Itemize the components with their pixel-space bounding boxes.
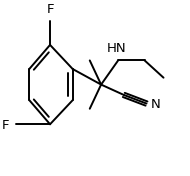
Text: N: N [151,98,161,111]
Text: F: F [2,119,9,132]
Text: F: F [46,3,54,16]
Text: HN: HN [106,42,126,55]
